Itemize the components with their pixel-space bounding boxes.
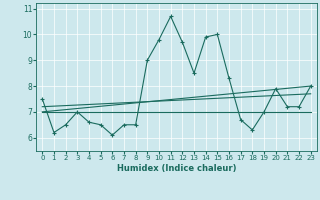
X-axis label: Humidex (Indice chaleur): Humidex (Indice chaleur) (117, 164, 236, 173)
